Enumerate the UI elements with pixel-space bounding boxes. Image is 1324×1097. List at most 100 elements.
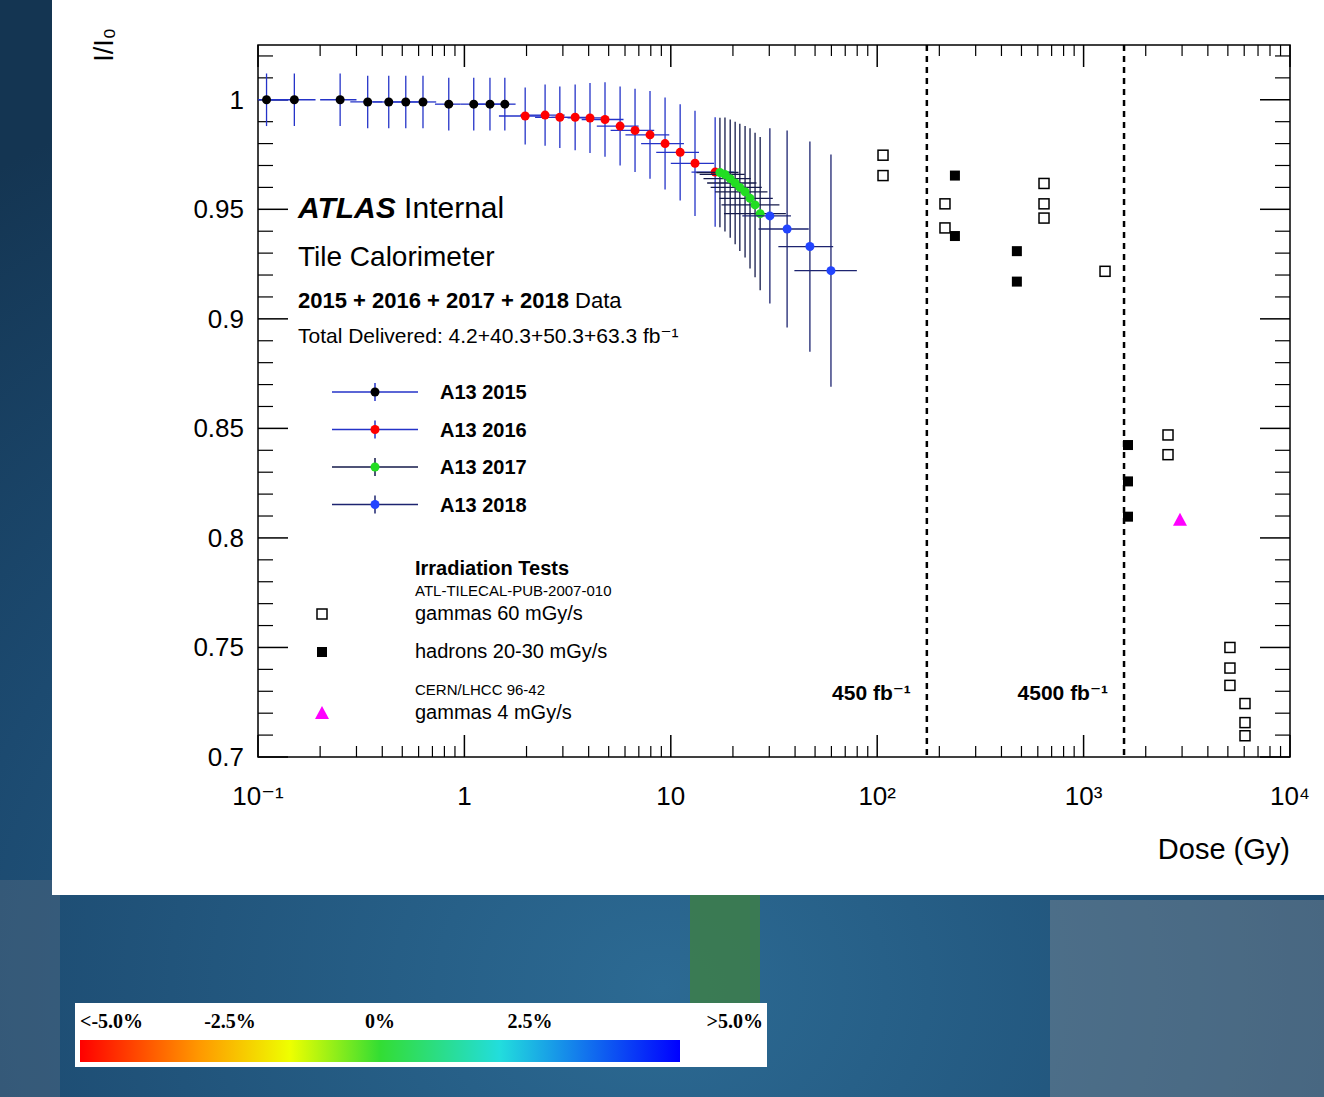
y-minor-tick: [1275, 515, 1290, 516]
series-1: [499, 82, 734, 227]
x-minor-tick: [1244, 45, 1245, 56]
data-point: [521, 111, 530, 120]
x-minor-tick: [432, 746, 433, 757]
data-point: [485, 100, 494, 109]
x-minor-tick: [1001, 45, 1002, 56]
legend-label: gammas 60 mGy/s: [415, 602, 583, 624]
y-minor-tick: [258, 165, 273, 166]
x-minor-tick: [939, 45, 940, 56]
x-minor-tick: [320, 45, 321, 56]
y-minor-tick: [1275, 340, 1290, 341]
legend-label: gammas 4 mGy/s: [415, 701, 572, 723]
x-minor-tick: [526, 45, 527, 56]
y-minor-tick: [1275, 406, 1290, 407]
data-point: [444, 100, 453, 109]
legend-label: A13 2015: [440, 381, 527, 403]
y-minor-tick: [258, 406, 273, 407]
data-point: [676, 148, 685, 157]
x-minor-tick: [356, 746, 357, 757]
data-point: [691, 159, 700, 168]
y-minor-tick: [258, 340, 273, 341]
x-minor-tick: [1227, 746, 1228, 757]
y-minor-tick: [258, 143, 273, 144]
data-point: [571, 113, 580, 122]
data-point: [363, 97, 372, 106]
y-minor-tick: [1275, 494, 1290, 495]
data-point: [1240, 699, 1250, 709]
y-axis-title: I/I₀: [89, 28, 119, 62]
detector: Tile Calorimeter: [298, 241, 495, 272]
y-minor-tick: [258, 713, 273, 714]
y-minor-tick: [1275, 603, 1290, 604]
background: [0, 0, 1324, 1097]
colorbar-label: -2.5%: [204, 1010, 256, 1032]
x-error-bar: [721, 204, 779, 205]
x-minor-tick: [1037, 746, 1038, 757]
data-point: [601, 115, 610, 124]
x-minor-tick: [732, 746, 733, 757]
x-minor-tick: [402, 45, 403, 56]
legend-marker: [317, 609, 327, 619]
y-minor-tick: [1275, 187, 1290, 188]
y-minor-tick: [258, 472, 273, 473]
x-minor-tick: [1145, 746, 1146, 757]
series-3: [742, 128, 857, 387]
x-minor-tick: [1280, 45, 1281, 56]
axes: 10⁻¹11010²10³10⁴0.70.750.80.850.90.951Do…: [89, 28, 1310, 865]
legend-marker: [371, 463, 380, 472]
x-minor-tick: [769, 746, 770, 757]
data-point: [469, 100, 478, 109]
legend-marker: [371, 425, 380, 434]
x-minor-tick: [845, 746, 846, 757]
x-minor-tick: [1280, 746, 1281, 757]
y-minor-tick: [1275, 691, 1290, 692]
x-minor-tick: [432, 45, 433, 56]
x-tick-label: 1: [457, 781, 471, 811]
x-minor-tick: [975, 746, 976, 757]
legend-reference: CERN/LHCC 96-42: [415, 681, 545, 698]
y-tick: [258, 537, 288, 539]
x-tick-label: 10³: [1065, 781, 1103, 811]
x-tick: [876, 735, 878, 757]
y-minor-tick: [1275, 143, 1290, 144]
y-minor-tick: [258, 55, 273, 56]
dose-line: [926, 45, 929, 757]
data-point: [826, 266, 835, 275]
data-point: [661, 139, 670, 148]
data-point: [290, 95, 299, 104]
x-minor-tick: [732, 45, 733, 56]
x-minor-tick: [1021, 746, 1022, 757]
legend-marker: [315, 706, 329, 719]
legend-marker: [317, 647, 327, 657]
legend-title: Irradiation Tests: [415, 557, 569, 579]
x-minor-tick: [857, 45, 858, 56]
x-tick-label: 10⁻¹: [232, 781, 284, 811]
legend-label: A13 2017: [440, 456, 527, 478]
plot-area: [258, 73, 1250, 740]
colorbar: <-5.0%-2.5%0%2.5%>5.0%: [75, 1003, 767, 1067]
reference-lines: 450 fb⁻¹4500 fb⁻¹: [832, 45, 1124, 757]
series-4: [878, 150, 1250, 741]
x-minor-tick: [1063, 746, 1064, 757]
data-label: 2015 + 2016 + 2017 + 2018 Data: [298, 288, 622, 313]
dose-line-label: 450 fb⁻¹: [832, 681, 911, 704]
x-minor-tick: [320, 746, 321, 757]
y-tick-label: 0.7: [208, 742, 244, 772]
x-minor-tick: [638, 746, 639, 757]
x-minor-tick: [526, 746, 527, 757]
x-minor-tick: [1037, 45, 1038, 56]
y-minor-tick: [258, 296, 273, 297]
plot-frame: [258, 45, 1290, 757]
data-point: [1240, 718, 1250, 728]
y-minor-tick: [1275, 559, 1290, 560]
x-minor-tick: [382, 746, 383, 757]
x-tick-label: 10⁴: [1270, 781, 1310, 811]
background-structure: [1050, 900, 1324, 1097]
data-point: [940, 223, 950, 233]
x-minor-tick: [1207, 45, 1208, 56]
legend-marker: [371, 388, 380, 397]
data-point: [1163, 430, 1173, 440]
data-point: [1123, 476, 1133, 486]
data-point: [1100, 266, 1110, 276]
y-tick-label: 0.9: [208, 304, 244, 334]
